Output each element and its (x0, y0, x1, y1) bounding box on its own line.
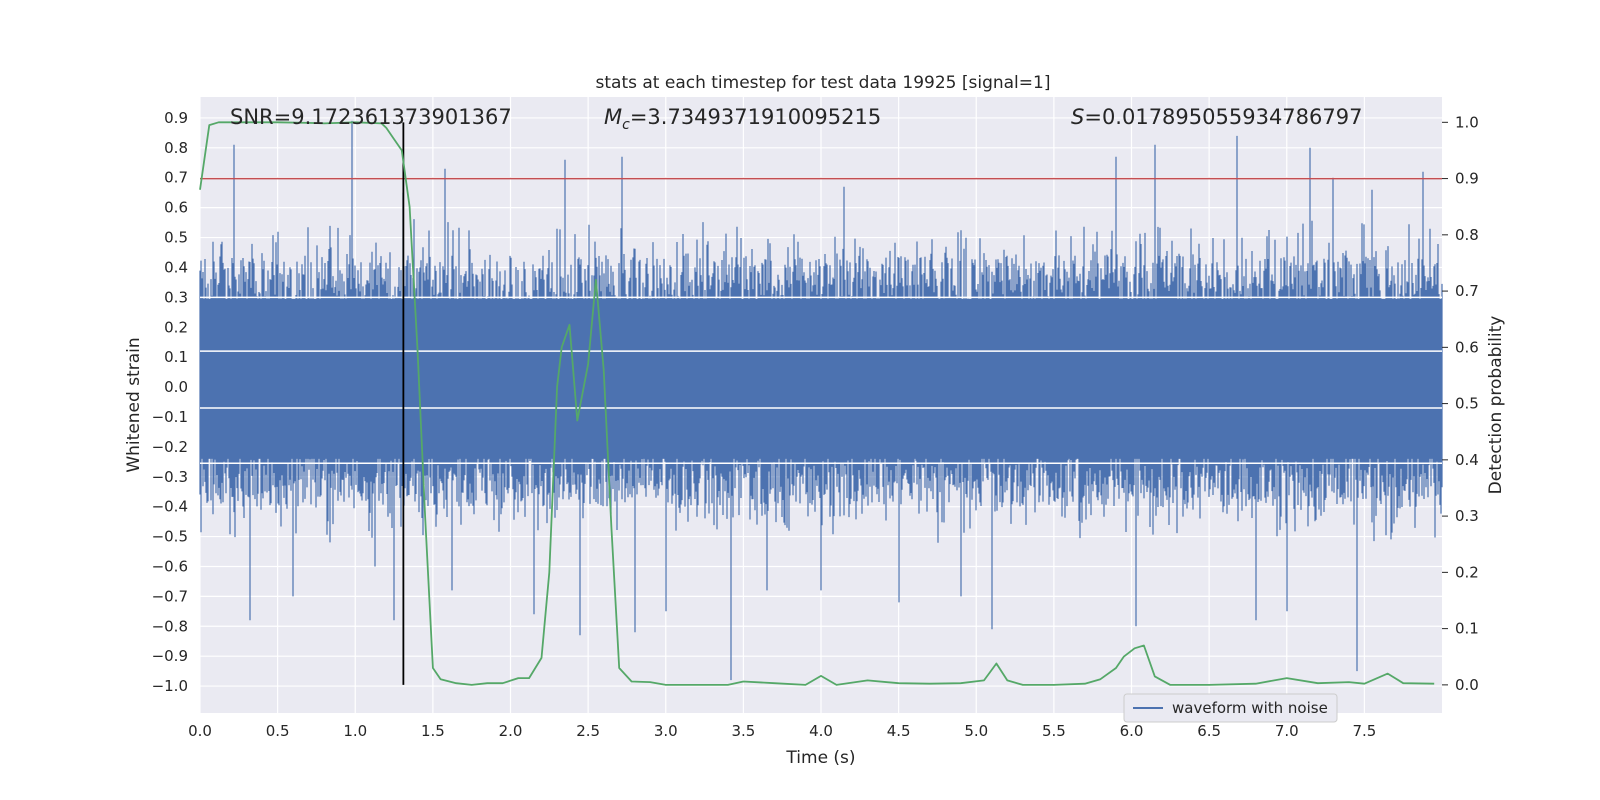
y-left-axis-label: Whitened strain (124, 337, 144, 472)
y-right-tick-label: 0.8 (1455, 226, 1479, 244)
y-left-tick-label: 0.4 (164, 258, 188, 276)
x-tick-label: 6.0 (1120, 722, 1144, 740)
y-left-tick-label: −0.7 (152, 587, 188, 605)
x-tick-label: 7.5 (1352, 722, 1376, 740)
y-left-tick-label: 0.0 (164, 378, 188, 396)
y-right-tick-label: 0.1 (1455, 620, 1479, 638)
legend: waveform with noise (1123, 693, 1338, 723)
y-right-tick-label: 0.9 (1455, 170, 1479, 188)
x-tick-label: 2.5 (576, 722, 600, 740)
s-value: =0.017895055934786797 (1084, 105, 1362, 129)
x-tick-label: 3.0 (654, 722, 678, 740)
y-left-tick-label: −0.8 (152, 617, 188, 635)
x-tick-label: 1.5 (421, 722, 445, 740)
legend-box (1123, 693, 1338, 723)
y-right-tick-label: 1.0 (1455, 113, 1479, 131)
y-left-tick-label: 0.9 (164, 109, 188, 127)
snr-name: SNR (230, 105, 274, 129)
x-tick-label: 4.5 (887, 722, 911, 740)
y-left-tick-label: 0.1 (164, 348, 188, 366)
x-tick-label: 6.5 (1197, 722, 1221, 740)
mc-annotation: Mc=3.7349371910095215 (604, 105, 881, 133)
s-name: S (1071, 105, 1084, 129)
x-tick-label: 5.5 (1042, 722, 1066, 740)
x-tick-label: 3.5 (731, 722, 755, 740)
series-waveform (199, 120, 1443, 681)
y-left-tick-label: 0.8 (164, 139, 188, 157)
y-left-tick-label: 0.7 (164, 169, 188, 187)
y-right-tick-label: 0.0 (1455, 676, 1479, 694)
y-left-tick-label: −1.0 (152, 677, 188, 695)
mc-subscript: c (622, 117, 630, 133)
y-left-tick-label: 0.5 (164, 229, 188, 247)
y-left-tick-label: 0.3 (164, 288, 188, 306)
x-tick-label: 0.0 (188, 722, 212, 740)
snr-annotation: SNR=9.172361373901367 (230, 105, 512, 129)
y-left-tick-label: −0.6 (152, 557, 188, 575)
x-axis-ticks: 0.0 0.5 1.0 1.5 2.0 2.5 3.0 3.5 4.0 4.5 5.0 5.5 6.0 6… (188, 722, 1376, 740)
y-right-tick-label: 0.2 (1455, 563, 1479, 581)
y-left-tick-label: −0.2 (152, 438, 188, 456)
x-tick-label: 0.5 (266, 722, 290, 740)
chart-title: stats at each timestep for test data 199… (596, 73, 1051, 93)
probability-line (199, 121, 1435, 686)
y-right-tick-label: 0.3 (1455, 507, 1479, 525)
mc-value: =3.7349371910095215 (630, 105, 881, 129)
x-tick-label: 7.0 (1275, 722, 1299, 740)
snr-value: =9.172361373901367 (274, 105, 512, 129)
y-right-tick-label: 0.5 (1455, 395, 1479, 413)
y-left-tick-label: 0.6 (164, 199, 188, 217)
y-right-axis-ticks: 1.0 0.9 0.8 0.7 0.6 0.5 0.4 0.3 0.2 0.1 0.0 (1442, 113, 1479, 694)
y-right-tick-label: 0.7 (1455, 282, 1479, 300)
y-left-tick-label: 0.2 (164, 318, 188, 336)
x-tick-label: 4.0 (809, 722, 833, 740)
y-left-tick-label: −0.4 (152, 498, 188, 516)
y-left-tick-label: −0.3 (152, 468, 188, 486)
x-tick-label: 5.0 (964, 722, 988, 740)
y-left-tick-label: −0.5 (152, 528, 188, 546)
y-left-tick-label: −0.1 (152, 408, 188, 426)
x-axis-label: Time (s) (785, 748, 855, 768)
overlay-lines (200, 122, 1442, 685)
mc-name: M (604, 105, 622, 129)
x-tick-label: 2.0 (499, 722, 523, 740)
series-probability (199, 121, 1435, 686)
y-left-axis-ticks: 0.9 0.8 0.7 0.6 0.5 0.4 0.3 0.2 0.1 0.0 −0.1 −0.2 −0… (152, 109, 188, 695)
legend-label-waveform: waveform with noise (1172, 699, 1328, 717)
y-left-tick-label: −0.9 (152, 647, 188, 665)
y-right-axis-label: Detection probability (1486, 316, 1506, 495)
waveform-dense-band (200, 298, 1442, 459)
s-annotation: S=0.017895055934786797 (1071, 105, 1362, 129)
y-right-tick-label: 0.6 (1455, 338, 1479, 356)
x-tick-label: 1.0 (343, 722, 367, 740)
y-right-tick-label: 0.4 (1455, 451, 1479, 469)
